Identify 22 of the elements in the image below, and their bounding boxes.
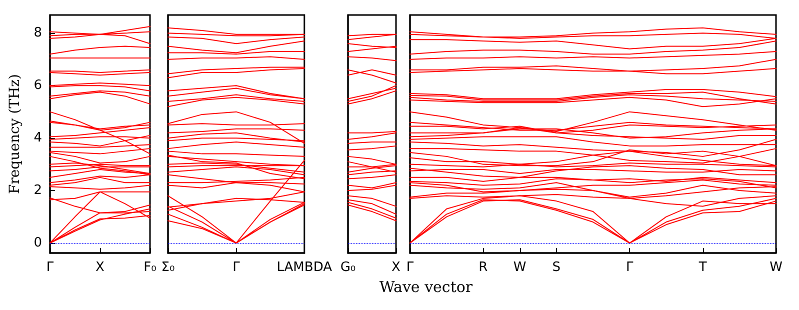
x-axis-title: Wave vector <box>378 278 474 296</box>
x-tick-label: Γ <box>626 260 634 275</box>
x-tick-label: R <box>478 260 488 275</box>
x-tick-label: W <box>513 260 526 275</box>
x-tick-label: T <box>698 260 707 275</box>
x-tick-label: Γ <box>232 260 241 275</box>
x-tick-label: W <box>770 260 783 275</box>
x-tick-label: G₀ <box>340 260 356 275</box>
x-tick-label: F₀ <box>144 260 156 275</box>
y-tick-label: 0 <box>34 236 42 251</box>
x-tick-label: Γ <box>46 260 54 275</box>
y-tick-label: 8 <box>34 26 42 41</box>
y-axis-title: Frequency (THz) <box>7 74 23 194</box>
x-tick-label: Σ₀ <box>161 260 175 275</box>
y-tick-label: 4 <box>34 130 42 146</box>
x-tick-label: X <box>96 260 105 275</box>
x-tick-label: S <box>552 260 561 275</box>
y-tick-label: 6 <box>34 78 42 94</box>
x-tick-label: X <box>392 260 401 275</box>
y-tick-label: 2 <box>34 183 42 198</box>
x-tick-label: Γ <box>406 260 414 275</box>
x-tick-label: LAMBDA <box>276 260 332 275</box>
